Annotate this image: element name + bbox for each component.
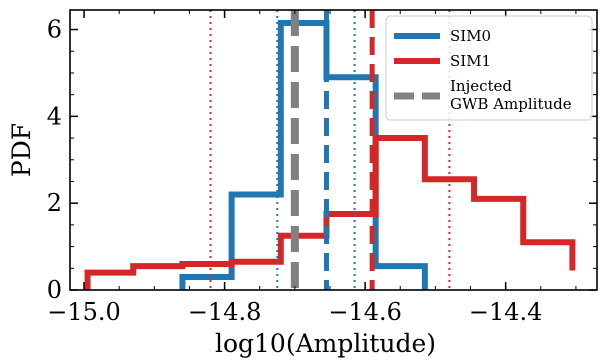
- axes-frame: [69, 9, 598, 291]
- y-tick-label: 0: [47, 276, 62, 304]
- legend-label-line2: GWB Amplitude: [450, 95, 572, 113]
- legend-label: SIM1: [450, 52, 491, 70]
- axes: −15.0 −14.8 −14.6 −14.4 0 2 4 6 log10(Amplitude)…: [7, 9, 598, 358]
- plot-area: [84, 10, 576, 290]
- x-tick-label: −14.6: [328, 298, 402, 326]
- legend-label: SIM0: [450, 27, 491, 45]
- y-tick-label: 4: [47, 102, 62, 130]
- histogram-sim1: [84, 135, 576, 290]
- histogram-sim0: [179, 20, 428, 290]
- y-axis-label: PDF: [7, 123, 36, 177]
- x-axis-label: log10(Amplitude): [215, 329, 436, 358]
- x-tick-label: −14.8: [188, 298, 262, 326]
- plot-content: [84, 10, 576, 290]
- x-tick-label: −14.4: [469, 298, 543, 326]
- x-tick-label: −15.0: [47, 298, 121, 326]
- y-tick-label: 6: [47, 16, 62, 44]
- y-tick-label: 2: [47, 189, 62, 217]
- legend-label: Injected: [450, 77, 512, 95]
